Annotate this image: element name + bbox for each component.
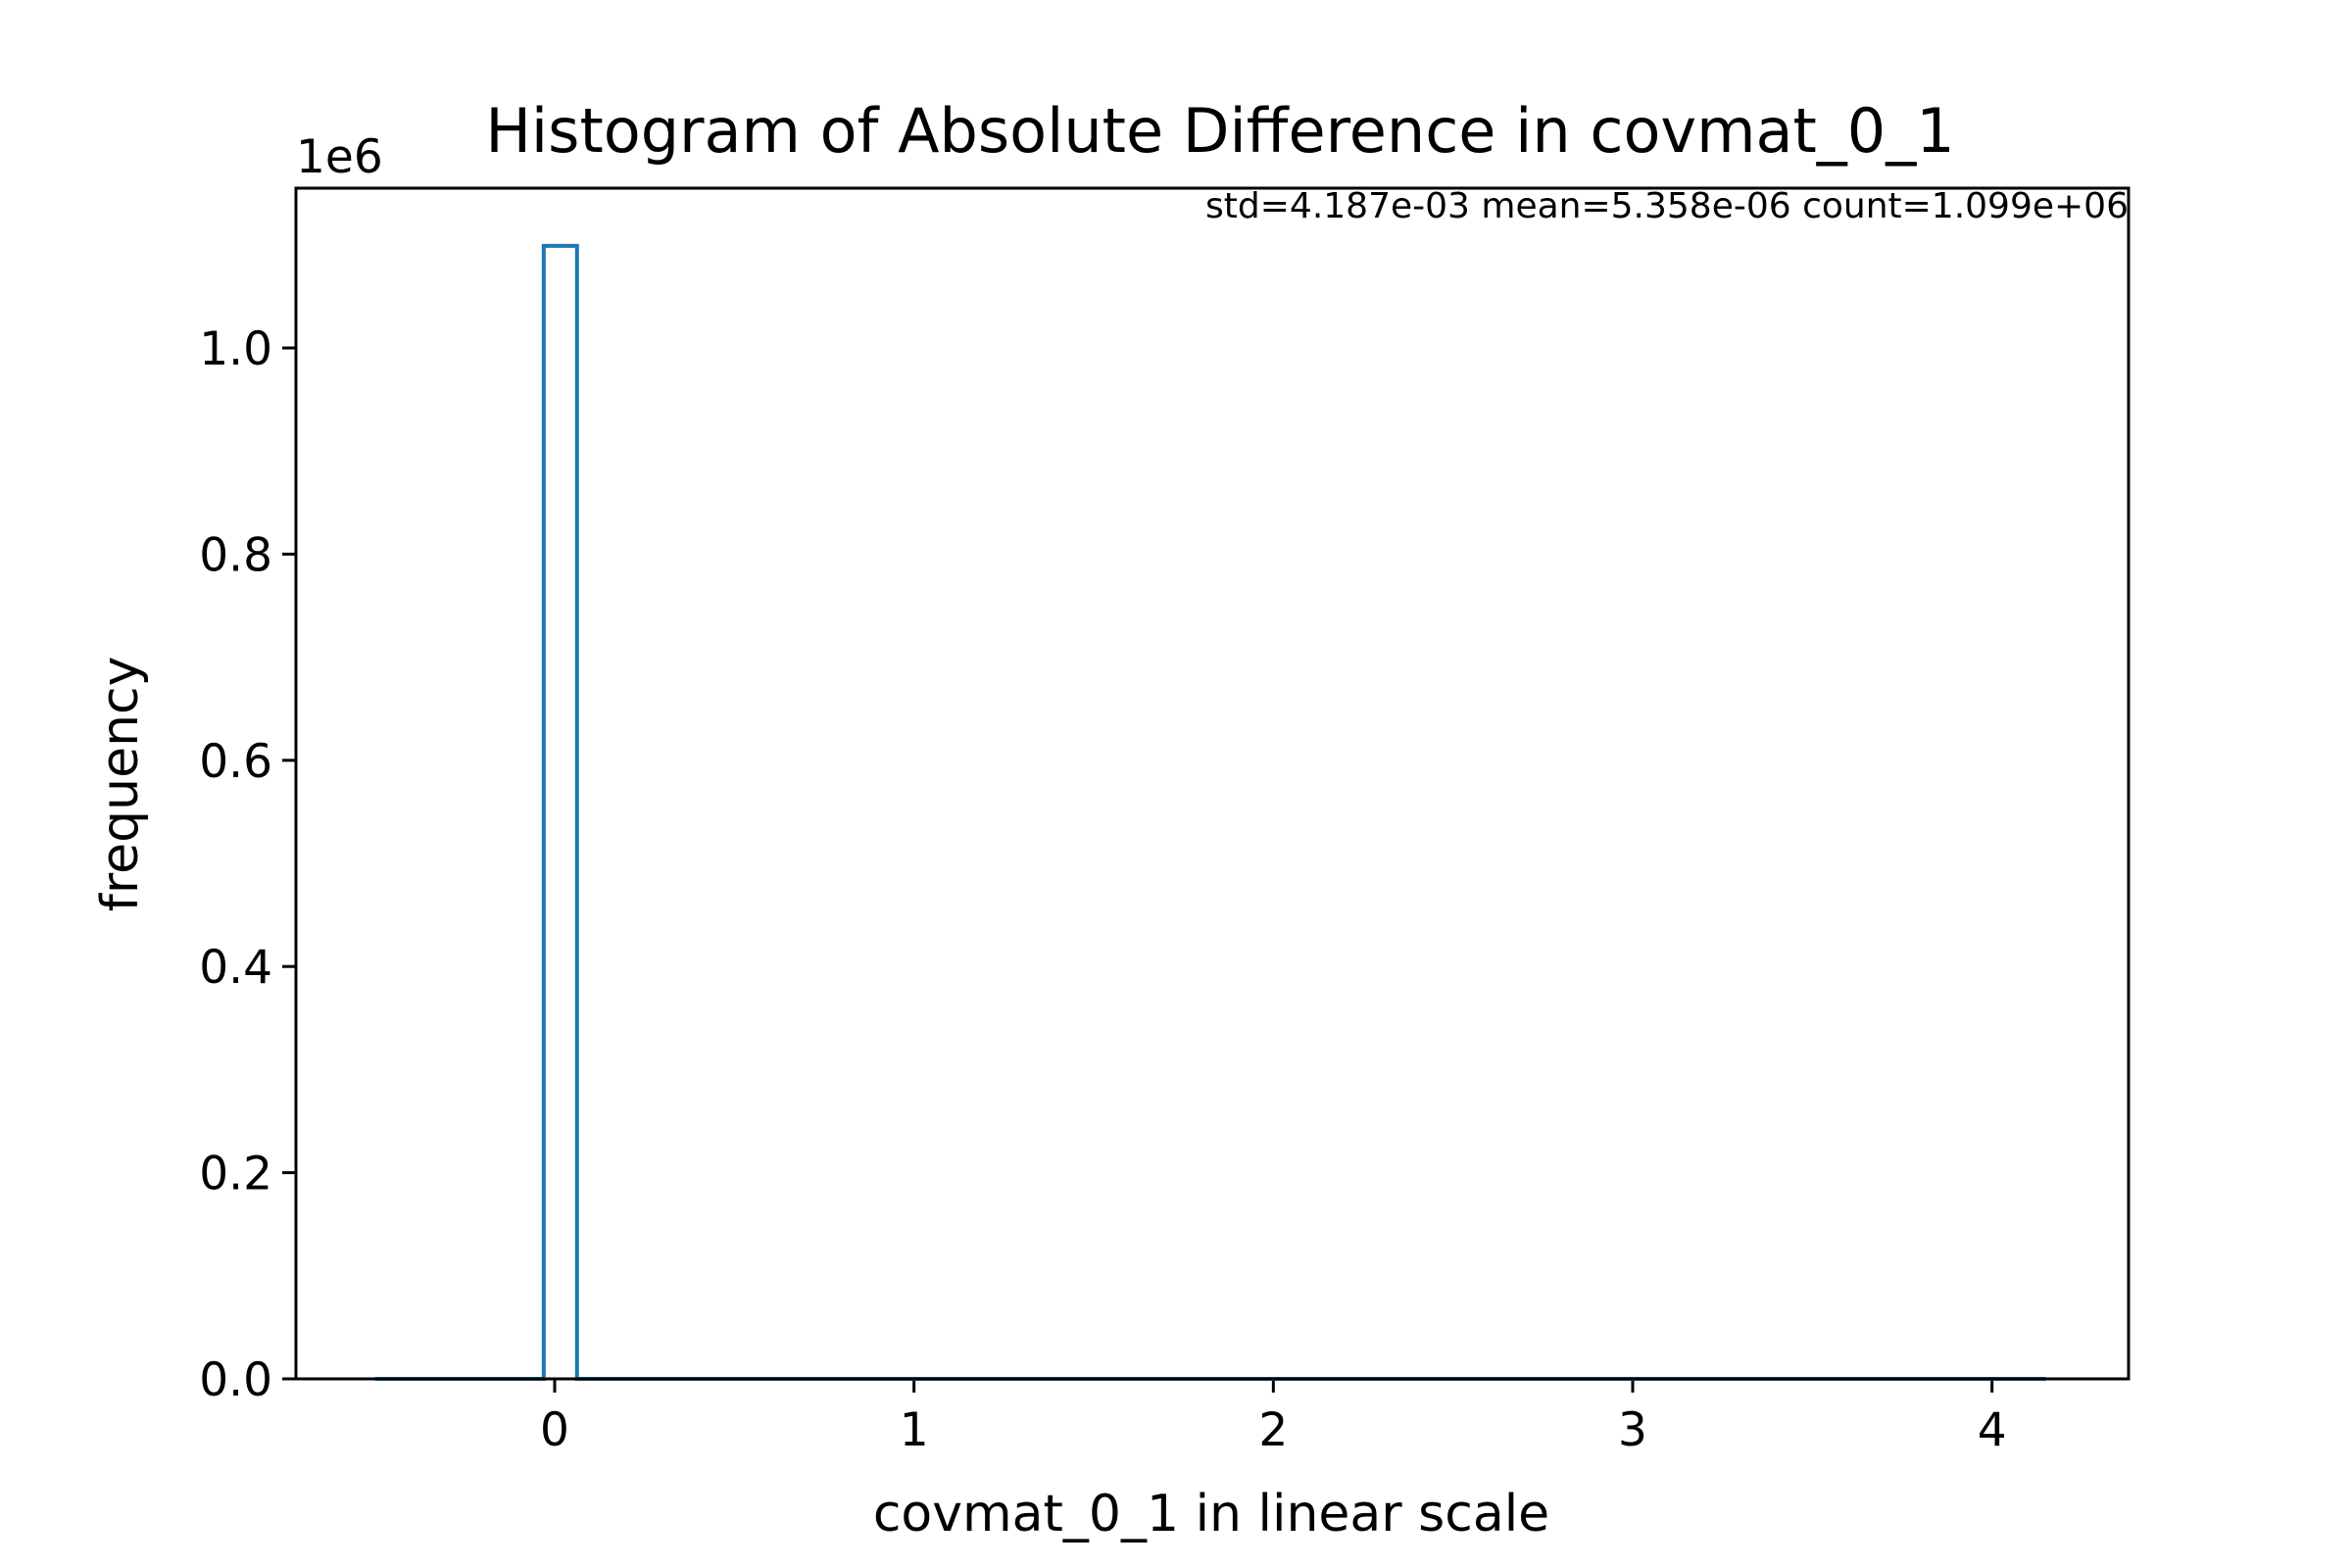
x-axis-ticks: 0 1 2 3 4 <box>540 1379 2007 1457</box>
x-tick-label: 3 <box>1618 1403 1647 1457</box>
chart-title: Histogram of Absolute Difference in covm… <box>485 95 1954 167</box>
y-tick-label: 0.4 <box>199 941 272 995</box>
x-tick-label: 1 <box>900 1403 929 1457</box>
y-axis-offset-label: 1e6 <box>296 130 383 184</box>
stats-annotation: std=4.187e-03 mean=5.358e-06 count=1.099… <box>1205 186 2129 226</box>
x-tick-label: 0 <box>540 1403 569 1457</box>
x-tick-label: 2 <box>1258 1403 1288 1457</box>
y-tick-label: 1.0 <box>199 322 272 376</box>
y-axis-label: frequency <box>91 657 150 912</box>
x-tick-label: 4 <box>1978 1403 2007 1457</box>
x-axis-label: covmat_0_1 in linear scale <box>873 1485 1549 1544</box>
y-tick-label: 0.2 <box>199 1148 272 1201</box>
y-tick-label: 0.8 <box>199 528 272 582</box>
y-tick-label: 0.6 <box>199 735 272 789</box>
y-axis-ticks: 0.0 0.2 0.4 0.6 0.8 1.0 <box>199 322 296 1407</box>
y-tick-label: 0.0 <box>199 1353 272 1407</box>
plot-area-frame <box>294 186 2131 1381</box>
